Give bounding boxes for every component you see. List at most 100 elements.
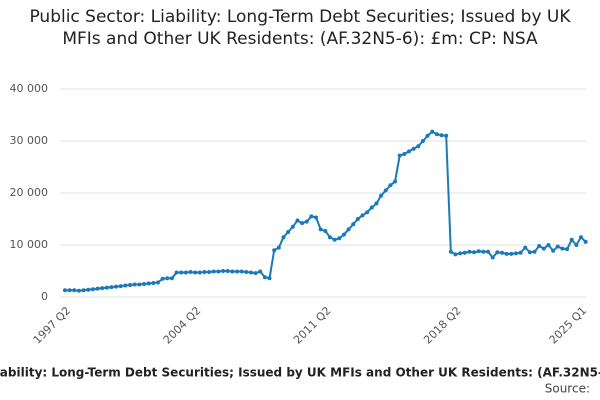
point: [90, 287, 95, 292]
point: [211, 269, 216, 274]
point: [188, 270, 193, 275]
point: [202, 270, 207, 275]
point: [439, 133, 444, 138]
point: [472, 250, 477, 255]
point: [425, 133, 430, 138]
point: [225, 269, 230, 273]
point: [420, 139, 425, 143]
point: [369, 205, 374, 210]
point: [86, 287, 91, 292]
y-tick-label: 40 000: [10, 82, 49, 95]
point: [513, 251, 518, 256]
point: [541, 246, 546, 251]
point: [527, 250, 532, 255]
point: [579, 235, 583, 240]
point: [346, 227, 351, 232]
point: [272, 248, 277, 253]
point: [63, 288, 67, 293]
point: [114, 284, 119, 289]
point: [221, 269, 226, 273]
point: [351, 222, 356, 227]
x-tick-label: 2011 Q2: [291, 304, 334, 347]
point: [504, 251, 509, 256]
x-tick-label: 2004 Q2: [161, 304, 204, 347]
point: [128, 283, 133, 288]
point: [365, 210, 370, 215]
point: [314, 215, 319, 220]
point: [142, 282, 147, 286]
point: [379, 193, 384, 198]
point: [341, 232, 346, 237]
point: [81, 288, 86, 293]
point: [174, 270, 179, 275]
point: [416, 144, 421, 149]
point: [151, 280, 156, 285]
point: [509, 251, 514, 256]
point: [583, 239, 588, 244]
point: [481, 249, 486, 254]
point: [118, 284, 123, 289]
point: [546, 243, 551, 247]
y-tick-label: 0: [41, 290, 48, 303]
point: [137, 282, 142, 287]
point: [467, 249, 472, 254]
point: [411, 146, 416, 151]
point: [407, 149, 411, 154]
point: [499, 250, 504, 255]
point: [337, 236, 342, 241]
point: [72, 288, 77, 293]
point: [486, 249, 491, 254]
y-tick-label: 10 000: [10, 238, 49, 251]
point: [318, 227, 323, 232]
point: [132, 282, 137, 287]
point: [146, 281, 151, 286]
point: [518, 250, 523, 255]
point: [76, 288, 81, 293]
point: [169, 276, 174, 281]
point: [100, 286, 105, 291]
x-tick-label: 1997 Q2: [31, 304, 74, 347]
point: [253, 271, 258, 276]
point: [248, 270, 253, 275]
point: [355, 217, 360, 221]
point: [95, 286, 100, 291]
point: [123, 283, 128, 288]
point: [281, 235, 286, 240]
point: [495, 250, 500, 255]
point: [532, 249, 537, 254]
point: [286, 230, 291, 234]
point: [551, 248, 556, 253]
point: [444, 133, 449, 138]
point: [179, 270, 184, 275]
point: [216, 269, 221, 274]
point: [402, 152, 407, 156]
point: [574, 243, 579, 247]
point: [258, 269, 263, 274]
y-tick-label: 30 000: [10, 134, 49, 147]
y-tick-label: 20 000: [10, 186, 49, 199]
point: [565, 247, 570, 252]
footer-title: Public Sector: Liability: Long-Term Debt…: [0, 366, 600, 380]
point: [434, 132, 439, 137]
point: [207, 270, 212, 275]
point: [304, 219, 309, 224]
x-tick-label: 2018 Q2: [421, 304, 464, 347]
point: [332, 237, 337, 242]
point: [448, 249, 453, 254]
line: [65, 130, 587, 292]
point: [360, 213, 365, 218]
source: Source:: [545, 382, 590, 396]
point: [383, 188, 388, 193]
point: [295, 218, 300, 223]
point: [300, 221, 305, 226]
point: [183, 270, 188, 275]
x-tick-label: 2025 Q1: [547, 304, 590, 347]
point: [104, 285, 109, 290]
point: [109, 285, 114, 290]
point: [267, 276, 272, 281]
point: [388, 183, 393, 188]
point: [458, 251, 463, 256]
point: [560, 246, 565, 251]
